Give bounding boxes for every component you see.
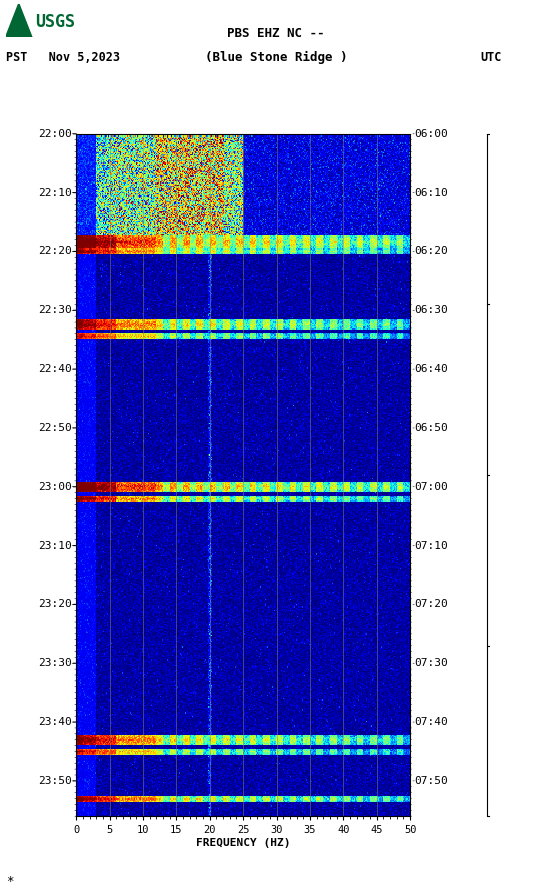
Text: UTC: UTC [480,51,502,64]
Text: 23:10: 23:10 [38,541,72,550]
Text: 22:00: 22:00 [38,128,72,139]
Text: 07:00: 07:00 [415,482,448,491]
Text: 06:00: 06:00 [415,128,448,139]
Text: 23:30: 23:30 [38,658,72,668]
Text: 07:30: 07:30 [415,658,448,668]
Text: 22:40: 22:40 [38,364,72,374]
Text: 23:50: 23:50 [38,776,72,786]
Text: 07:50: 07:50 [415,776,448,786]
Text: 07:10: 07:10 [415,541,448,550]
Text: 23:20: 23:20 [38,599,72,609]
Text: 22:20: 22:20 [38,246,72,257]
X-axis label: FREQUENCY (HZ): FREQUENCY (HZ) [196,838,290,848]
Text: PST   Nov 5,2023: PST Nov 5,2023 [6,51,120,64]
Text: 23:40: 23:40 [38,717,72,727]
Text: 22:30: 22:30 [38,305,72,315]
Text: USGS: USGS [35,13,75,31]
Text: (Blue Stone Ridge ): (Blue Stone Ridge ) [205,51,347,64]
Text: 07:20: 07:20 [415,599,448,609]
Text: 06:50: 06:50 [415,423,448,433]
Text: 22:10: 22:10 [38,187,72,198]
Text: 06:20: 06:20 [415,246,448,257]
Text: 06:30: 06:30 [415,305,448,315]
Text: 22:50: 22:50 [38,423,72,433]
Text: 06:10: 06:10 [415,187,448,198]
Polygon shape [6,4,32,37]
Text: PBS EHZ NC --: PBS EHZ NC -- [227,27,325,40]
Text: *: * [6,874,13,888]
Text: 07:40: 07:40 [415,717,448,727]
Text: 23:00: 23:00 [38,482,72,491]
Text: 06:40: 06:40 [415,364,448,374]
